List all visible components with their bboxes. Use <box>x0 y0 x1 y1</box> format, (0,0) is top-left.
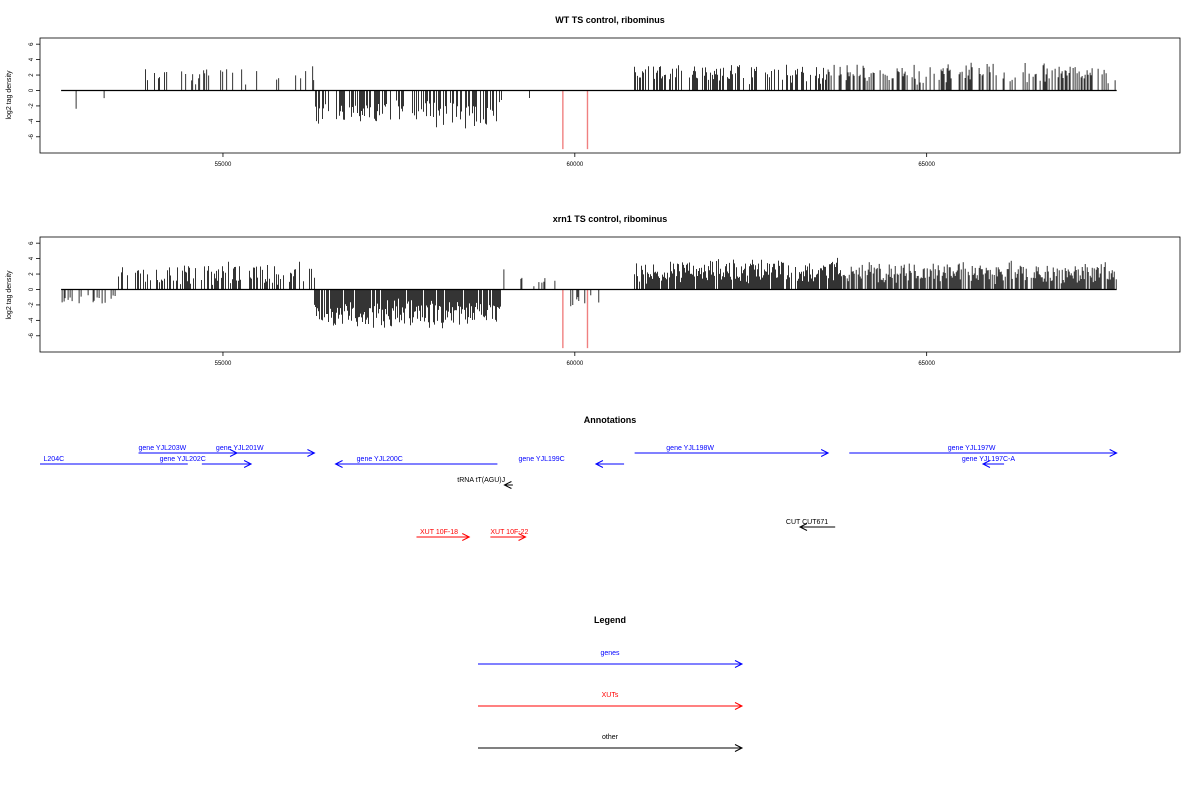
legend: Legend genes XUTs other <box>478 615 744 752</box>
legend-entries: genes XUTs other <box>478 650 744 752</box>
y-tick-label: -4 <box>29 317 35 323</box>
legend-label: genes <box>600 650 620 657</box>
bar-series <box>61 62 1117 150</box>
x-tick-label: 65000 <box>918 361 935 367</box>
x-tick-label: 60000 <box>566 162 583 168</box>
gene-feature-arrow <box>215 449 316 457</box>
gene-feature-arrow <box>334 460 498 468</box>
chart-title: WT TS control, ribominus <box>555 15 665 25</box>
y-tick-label: 6 <box>29 241 35 245</box>
annotation-features: L204C gene YJL203W gene YJL202C gene YJL201… <box>40 445 1118 541</box>
gene-feature-arrow <box>981 460 1005 468</box>
y-axis-label: log2 tag density <box>6 270 13 320</box>
legend-label: other <box>602 734 619 741</box>
feature-label: gene YJL197W <box>948 445 996 452</box>
feature-label: gene YJL200C <box>357 456 403 463</box>
y-tick-label: -6 <box>29 133 35 139</box>
y-tick-label: 6 <box>29 42 35 46</box>
plot-frame <box>39 236 1181 353</box>
legend-arrow <box>478 744 744 752</box>
y-tick-label: 4 <box>29 57 35 61</box>
y-tick-label: 0 <box>29 287 35 291</box>
legend-arrow <box>478 702 744 710</box>
annotations-track: Annotations L204C gene YJL203W gene YJL202… <box>40 415 1118 541</box>
legend-arrow <box>478 660 744 668</box>
axes: -6 -4 -2 0 2 4 6 55000 60000 65000 <box>29 241 936 367</box>
legend-title: Legend <box>594 615 626 625</box>
y-tick-label: 4 <box>29 256 35 260</box>
x-tick-label: 60000 <box>566 361 583 367</box>
x-tick-label: 55000 <box>215 361 232 367</box>
gene-feature-arrow <box>849 449 1118 457</box>
y-tick-label: -6 <box>29 332 35 338</box>
y-tick-label: -2 <box>29 103 35 109</box>
chart-panel-xrn1: xrn1 TS control, ribominus log2 tag dens… <box>6 214 1181 367</box>
y-tick-label: 2 <box>29 272 35 276</box>
feature-label: CUT CUT671 <box>786 519 828 526</box>
other-feature-arrow <box>798 523 836 531</box>
feature-label: XUT 10F-18 <box>420 529 458 536</box>
legend-label: XUTs <box>602 692 619 699</box>
feature-label: gene YJL202C <box>160 456 206 463</box>
chart-title: xrn1 TS control, ribominus <box>553 214 668 224</box>
feature-label: gene YJL203W <box>139 445 187 452</box>
bar-series <box>61 257 1117 349</box>
chart-panel-wt: WT TS control, ribominus log2 tag densit… <box>6 15 1181 168</box>
annotations-title: Annotations <box>584 415 637 425</box>
gene-feature-arrow <box>201 460 253 468</box>
other-feature-arrow <box>503 481 513 489</box>
x-tick-label: 65000 <box>918 162 935 168</box>
feature-label: gene YJL201W <box>216 445 264 452</box>
y-tick-label: -2 <box>29 302 35 308</box>
feature-label: gene YJL197C-A <box>962 456 1016 463</box>
x-tick-label: 55000 <box>215 162 232 168</box>
feature-label: gene YJL198W <box>666 445 714 452</box>
xut-feature-arrow <box>490 533 527 541</box>
gene-feature-arrow <box>634 449 830 457</box>
axes: -6 -4 -2 0 2 4 6 55000 60000 65000 <box>29 42 936 168</box>
feature-label: tRNA tT(AGU)J <box>457 477 505 484</box>
gene-feature-arrow <box>594 460 625 468</box>
feature-label: XUT 10F-22 <box>490 529 528 536</box>
y-tick-label: -4 <box>29 118 35 124</box>
y-tick-label: 2 <box>29 73 35 77</box>
feature-label: L204C <box>44 456 65 463</box>
plot-frame <box>39 37 1181 154</box>
y-axis-label: log2 tag density <box>6 70 13 120</box>
xut-feature-arrow <box>416 533 471 541</box>
y-tick-label: 0 <box>29 88 35 92</box>
feature-label: gene YJL199C <box>519 456 565 463</box>
